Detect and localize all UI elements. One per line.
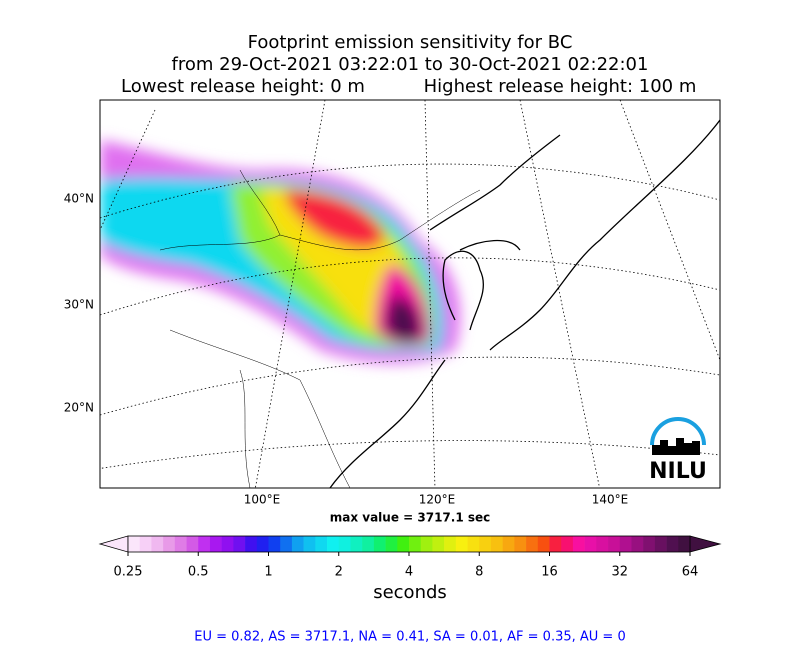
colorbar-cell: [678, 536, 691, 552]
colorbar-cell: [163, 536, 176, 552]
colorbar-cell: [303, 536, 316, 552]
colorbar-tick-label: 32: [611, 565, 628, 580]
colorbar-cell: [151, 536, 164, 552]
lon-label: 140°E: [592, 493, 629, 507]
colorbar-cell: [432, 536, 445, 552]
map-frame: [99, 99, 721, 489]
colorbar-cell: [666, 536, 679, 552]
colorbar-tick-label: 4: [405, 565, 413, 580]
colorbar-label: seconds: [373, 582, 447, 603]
release-high: Highest release height: 100 m: [424, 76, 697, 97]
colorbar-cell: [467, 536, 480, 552]
colorbar-cell: [256, 536, 269, 552]
colorbar-extend-low: [98, 535, 129, 553]
colorbar-cell: [619, 536, 632, 552]
colorbar-cell: [549, 536, 562, 552]
colorbar-cell: [338, 536, 351, 552]
colorbar-cell: [514, 536, 527, 552]
subtitle: from 29-Oct-2021 03:22:01 to 30-Oct-2021…: [172, 54, 649, 75]
logo: NILU: [649, 417, 707, 484]
colorbar-cell: [268, 536, 281, 552]
colorbar-cell: [245, 536, 258, 552]
colorbar-tick-label: 1: [264, 565, 272, 580]
colorbar-tick-label: 64: [682, 565, 699, 580]
colorbar: 0.25 0.5 1 2 4 8 16 32 64: [98, 535, 722, 580]
colorbar-tick-label: 16: [541, 565, 558, 580]
colorbar-cell: [490, 536, 503, 552]
footer: EU = 0.82, AS = 3717.1, NA = 0.41, SA = …: [194, 630, 625, 645]
release-low: Lowest release height: 0 m: [121, 76, 365, 97]
colorbar-tick-label: 8: [475, 565, 483, 580]
colorbar-cell: [502, 536, 515, 552]
colorbar-cell: [455, 536, 468, 552]
colorbar-cell: [537, 536, 550, 552]
colorbar-cell: [608, 536, 621, 552]
max-value: max value = 3717.1 sec: [330, 511, 491, 525]
colorbar-cell: [479, 536, 492, 552]
colorbar-cell: [350, 536, 363, 552]
logo-text: NILU: [649, 459, 707, 484]
colorbar-extend-high: [689, 535, 722, 553]
colorbar-cell: [174, 536, 187, 552]
colorbar-tick-label: 2: [335, 565, 343, 580]
colorbar-cell: [420, 536, 433, 552]
colorbar-cell: [373, 536, 386, 552]
colorbar-cell: [139, 536, 152, 552]
lon-label: 100°E: [244, 493, 281, 507]
colorbar-cell: [209, 536, 222, 552]
colorbar-cell: [385, 536, 398, 552]
colorbar-cell: [596, 536, 609, 552]
colorbar-cell: [584, 536, 597, 552]
colorbar-cell: [291, 536, 304, 552]
colorbar-cell: [561, 536, 574, 552]
colorbar-cell: [327, 536, 340, 552]
title: Footprint emission sensitivity for BC: [248, 32, 573, 53]
colorbar-cell: [526, 536, 539, 552]
plume: [100, 140, 461, 364]
colorbar-cell: [362, 536, 375, 552]
colorbar-cell: [572, 536, 585, 552]
lat-label: 20°N: [64, 401, 94, 415]
colorbar-cell: [444, 536, 457, 552]
colorbar-cell: [315, 536, 328, 552]
colorbar-cell: [409, 536, 422, 552]
colorbar-cell: [631, 536, 644, 552]
colorbar-tick-label: 0.5: [188, 565, 209, 580]
colorbar-cell: [221, 536, 234, 552]
colorbar-cell: [280, 536, 293, 552]
lon-label: 120°E: [419, 493, 456, 507]
colorbar-tick-label: 0.25: [114, 565, 143, 580]
colorbar-cell: [397, 536, 410, 552]
lat-label: 40°N: [64, 192, 94, 206]
map: NILU: [100, 100, 720, 488]
colorbar-cell: [198, 536, 211, 552]
colorbar-cell: [186, 536, 199, 552]
colorbar-cell: [643, 536, 656, 552]
colorbar-cell: [654, 536, 667, 552]
colorbar-cell: [233, 536, 246, 552]
colorbar-cell: [128, 536, 141, 552]
lat-label: 30°N: [64, 298, 94, 312]
